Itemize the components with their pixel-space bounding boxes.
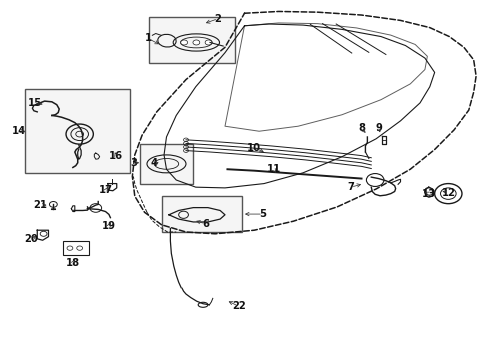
Text: 13: 13 xyxy=(421,189,435,199)
Bar xyxy=(63,241,89,255)
Text: 15: 15 xyxy=(28,98,42,108)
Text: 6: 6 xyxy=(202,219,208,229)
Bar xyxy=(161,196,242,232)
Circle shape xyxy=(193,40,200,45)
Text: 7: 7 xyxy=(346,182,353,192)
Text: 9: 9 xyxy=(374,123,381,133)
Text: 19: 19 xyxy=(102,221,116,231)
Bar xyxy=(149,17,234,63)
Text: 11: 11 xyxy=(266,164,280,174)
Text: 18: 18 xyxy=(66,258,80,268)
Text: 5: 5 xyxy=(259,209,266,219)
Bar xyxy=(140,144,193,184)
Text: 17: 17 xyxy=(99,185,113,195)
Text: 16: 16 xyxy=(109,151,123,161)
Circle shape xyxy=(204,40,211,45)
Text: 14: 14 xyxy=(12,126,26,136)
Text: 3: 3 xyxy=(130,158,137,168)
Text: 1: 1 xyxy=(144,33,151,43)
Text: 12: 12 xyxy=(441,188,455,198)
Text: 10: 10 xyxy=(247,143,261,153)
Text: 21: 21 xyxy=(34,200,48,210)
Text: 8: 8 xyxy=(357,123,364,133)
Text: 20: 20 xyxy=(24,234,38,244)
Text: 4: 4 xyxy=(150,158,158,168)
Circle shape xyxy=(181,40,187,45)
Text: 22: 22 xyxy=(231,301,245,311)
Text: 2: 2 xyxy=(214,14,221,24)
Bar xyxy=(25,89,130,173)
